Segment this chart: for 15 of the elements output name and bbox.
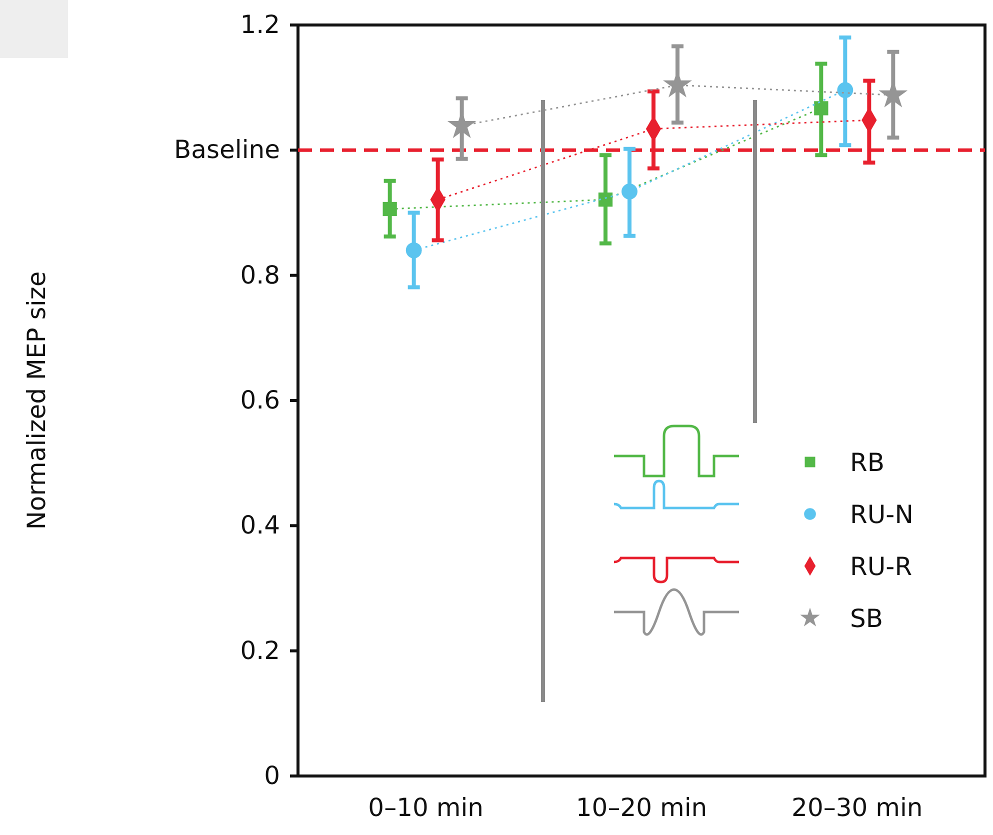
legend-label: RU-N (850, 500, 914, 529)
y-tick-label: 0.6 (240, 386, 280, 414)
y-tick-label: 1.2 (240, 10, 280, 39)
y-tick-label: 0.2 (240, 636, 280, 665)
legend-label: RB (850, 448, 885, 477)
y-axis-title: Normalized MEP size (22, 271, 51, 530)
y-tick-label: 0.8 (240, 260, 280, 290)
y-tick-label: 0 (264, 761, 280, 790)
legend-label: SB (850, 604, 884, 633)
x-tick-label: 10–20 min (576, 792, 708, 822)
x-tick-label: 0–10 min (368, 792, 484, 822)
x-tick-label: 20–30 min (792, 792, 923, 822)
y-tick-label: Baseline (174, 135, 280, 164)
y-tick-label: 0.4 (240, 510, 280, 540)
legend-label: RU-R (850, 552, 912, 581)
